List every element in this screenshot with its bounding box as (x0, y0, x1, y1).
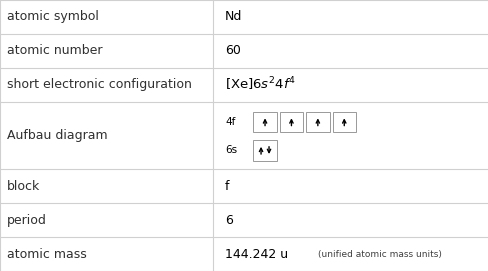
Text: Nd: Nd (224, 11, 242, 23)
Text: block: block (7, 180, 41, 193)
Text: 6: 6 (224, 214, 232, 227)
Bar (253, 140, 276, 160)
Text: f: f (224, 180, 229, 193)
Text: 144.242 u: 144.242 u (224, 248, 287, 260)
Text: 4f: 4f (224, 117, 235, 127)
Text: period: period (7, 214, 47, 227)
Bar (332, 112, 355, 132)
Text: 6s: 6s (224, 146, 237, 155)
Text: short electronic configuration: short electronic configuration (7, 78, 192, 91)
Text: atomic mass: atomic mass (7, 248, 87, 260)
Bar (305, 112, 329, 132)
Text: 60: 60 (224, 44, 240, 57)
Text: $\rm [Xe]6\mathit{s}^24\mathit{f}^4$: $\rm [Xe]6\mathit{s}^24\mathit{f}^4$ (224, 76, 296, 93)
Bar (253, 112, 276, 132)
Text: atomic symbol: atomic symbol (7, 11, 99, 23)
Text: Aufbau diagram: Aufbau diagram (7, 129, 108, 142)
Text: (unified atomic mass units): (unified atomic mass units) (317, 250, 441, 259)
Bar (279, 112, 303, 132)
Text: atomic number: atomic number (7, 44, 102, 57)
